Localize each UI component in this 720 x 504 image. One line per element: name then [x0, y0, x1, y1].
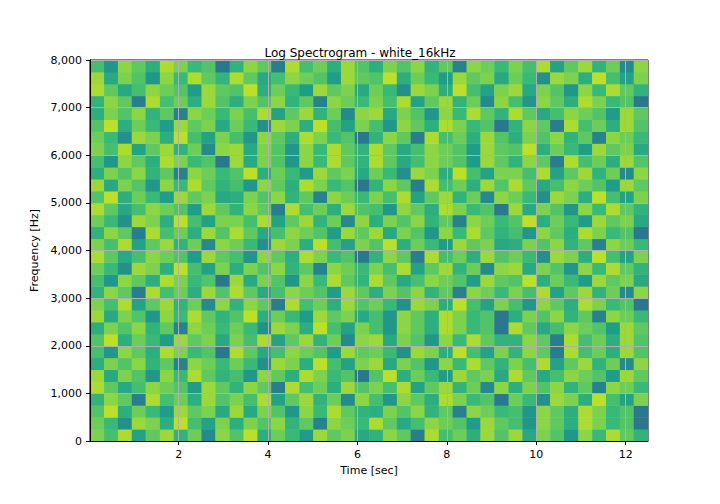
svg-text:8: 8 [443, 448, 450, 461]
svg-text:Time [sec]: Time [sec] [339, 464, 398, 477]
svg-text:8,000: 8,000 [51, 54, 83, 67]
svg-text:10: 10 [529, 448, 543, 461]
svg-text:3,000: 3,000 [51, 292, 83, 305]
svg-text:7,000: 7,000 [51, 101, 83, 114]
svg-text:1,000: 1,000 [51, 387, 83, 400]
svg-text:12: 12 [619, 448, 633, 461]
svg-text:2: 2 [175, 448, 182, 461]
svg-text:Log Spectrogram - white_16kHz: Log Spectrogram - white_16kHz [264, 46, 455, 60]
svg-text:6,000: 6,000 [51, 149, 83, 162]
svg-text:0: 0 [75, 435, 82, 448]
svg-text:4: 4 [265, 448, 272, 461]
svg-text:5,000: 5,000 [51, 196, 83, 209]
svg-text:4,000: 4,000 [51, 244, 83, 257]
svg-text:Frequency [Hz]: Frequency [Hz] [28, 209, 41, 292]
svg-text:2,000: 2,000 [51, 339, 83, 352]
svg-text:6: 6 [354, 448, 361, 461]
